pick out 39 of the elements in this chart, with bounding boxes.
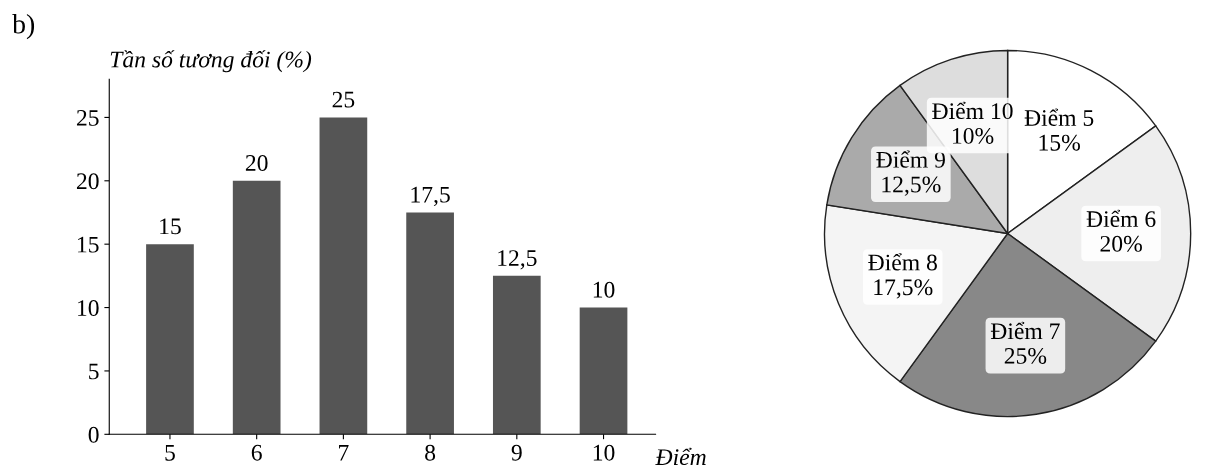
slice-label: Điểm 5 — [1024, 108, 1094, 126]
bar — [146, 244, 194, 435]
y-tick-label: 0 — [88, 426, 99, 443]
bar — [579, 307, 628, 435]
y-tick-label: 15 — [78, 236, 99, 253]
data-label: 20% — [1100, 235, 1142, 252]
data-label: 17,5 — [411, 186, 450, 207]
y-tick-label: 20 — [76, 173, 99, 190]
data-label: 15% — [1039, 134, 1080, 151]
data-label: 20 — [245, 155, 268, 171]
data-label: 10% — [952, 127, 994, 144]
x-tick-label: 6 — [251, 444, 262, 461]
slice-label: Điểm 9 — [876, 150, 945, 168]
data-label: 25 — [332, 91, 355, 108]
bar — [232, 180, 281, 435]
data-label: 25% — [1004, 347, 1047, 364]
data-label: 12,5% — [882, 176, 941, 196]
bar — [319, 117, 368, 435]
x-tick-label: 9 — [511, 444, 522, 461]
slice-label: Điểm 7 — [990, 321, 1060, 340]
x-tick-label: 8 — [425, 444, 436, 461]
y-axis-title: Tần số tương đối (%) — [110, 50, 312, 73]
data-label: 12,5 — [498, 250, 537, 270]
x-tick-label: 10 — [593, 444, 615, 461]
y-tick-label: 25 — [76, 109, 99, 126]
data-label: 17,5% — [874, 279, 933, 299]
text: b) — [12, 14, 35, 40]
y-tick-label: 5 — [89, 363, 99, 380]
slice-label: Điểm 6 — [1086, 209, 1156, 228]
data-label: 10 — [593, 281, 615, 298]
data-label: 15 — [160, 218, 181, 235]
x-tick-label: 5 — [165, 444, 175, 461]
y-tick-label: 10 — [78, 300, 99, 316]
x-axis-title: Điểm — [655, 447, 706, 466]
bar — [406, 212, 454, 435]
slice-label: Điểm 10 — [932, 101, 1013, 120]
slice-label: Điểm 8 — [868, 253, 937, 271]
bar — [492, 275, 541, 435]
x-tick-label: 7 — [339, 444, 349, 461]
